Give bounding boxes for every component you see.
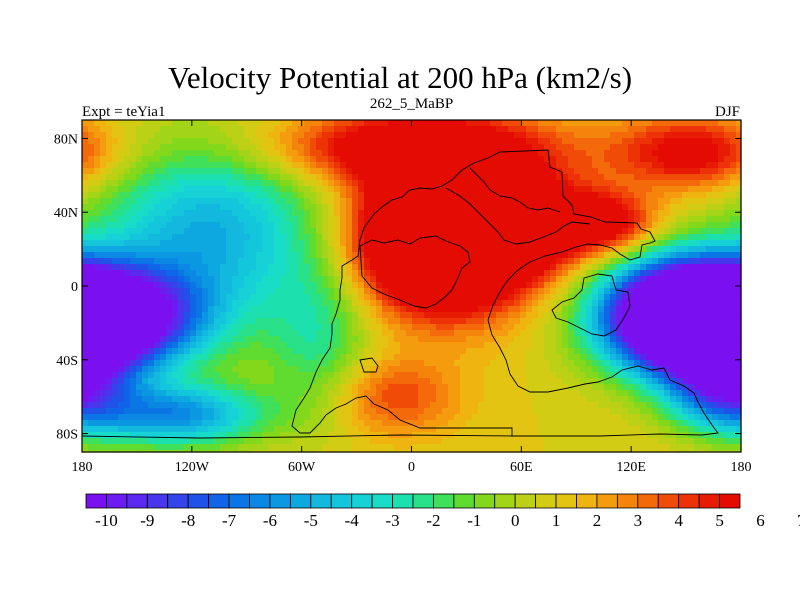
colorbar-box — [228, 493, 250, 509]
colorbar-box — [698, 493, 720, 509]
colorbar-label: 3 — [634, 511, 643, 530]
colorbar-box — [596, 493, 618, 509]
x-tick-label: 180 — [731, 460, 752, 475]
colorbar-label: -3 — [385, 511, 399, 530]
x-tick-label: 120E — [616, 460, 646, 475]
x-tick-label: 60E — [510, 460, 533, 475]
colorbar-box — [616, 493, 639, 509]
colorbar-box — [514, 493, 537, 509]
x-tick-label: 0 — [408, 460, 415, 475]
y-tick-label: 40N — [54, 206, 78, 221]
colorbar-box — [657, 493, 680, 509]
colorbar-box — [576, 493, 598, 509]
colorbar-label: -7 — [222, 511, 237, 530]
y-tick-label: 80N — [54, 132, 78, 147]
colorbar-label: -6 — [263, 511, 277, 530]
coastline-small-island — [359, 357, 379, 373]
colorbar-label: 5 — [715, 511, 724, 530]
colorbar-label: -9 — [140, 511, 154, 530]
colorbar-box — [473, 493, 496, 509]
colorbar-box — [330, 493, 353, 509]
colorbar-label: -4 — [345, 511, 360, 530]
colorbar-box — [371, 493, 393, 509]
colorbar-box — [106, 493, 128, 509]
colorbar-box — [412, 493, 434, 509]
coastline-inner-africa-america — [359, 235, 471, 309]
season-label: DJF — [714, 104, 740, 120]
colorbar-box — [208, 493, 230, 509]
colorbar-box — [392, 493, 414, 509]
colorbar-box — [433, 493, 455, 509]
contour-field — [82, 120, 742, 453]
colorbar-box — [555, 493, 577, 509]
chart-title: Velocity Potential at 200 hPa (km2/s) — [167, 60, 633, 95]
coastline-inner-north — [469, 167, 561, 213]
colorbar-label: -8 — [181, 511, 195, 530]
coastline-australia-block — [551, 273, 631, 337]
continent-outlines — [81, 149, 719, 439]
colorbar-box — [535, 493, 557, 509]
x-tick-label: 120W — [175, 460, 210, 475]
y-tick-label: 40S — [56, 354, 78, 369]
coastline-supercontinent — [291, 149, 719, 437]
colorbar-label: 1 — [552, 511, 561, 530]
colorbar-box — [494, 493, 516, 509]
y-tick-label: 0 — [71, 280, 78, 295]
colorbar-label: -2 — [426, 511, 440, 530]
colorbar-box — [289, 493, 312, 509]
x-tick-label: 60W — [288, 460, 316, 475]
colorbar-label: 4 — [674, 511, 683, 530]
colorbar-box — [167, 493, 189, 509]
colorbar-box — [637, 493, 659, 509]
chart-subtitle: 262_5_MaBP — [369, 96, 454, 112]
colorbar-label: 6 — [756, 511, 765, 530]
colorbar-box — [719, 493, 741, 509]
y-tick-label: 80S — [56, 428, 78, 443]
colorbar-label: -1 — [467, 511, 481, 530]
colorbar-box — [249, 493, 271, 509]
colorbar-label: -5 — [304, 511, 318, 530]
x-tick-label: 180 — [72, 460, 93, 475]
colorbar-box — [126, 493, 148, 509]
experiment-label: Expt = teYia1 — [82, 104, 166, 120]
colorbar-box — [351, 493, 373, 509]
colorbar-box — [187, 493, 210, 509]
colorbar-label: 7 — [797, 511, 800, 530]
colorbar: -10-9-8-7-6-5-4-3-2-1012345678910 — [85, 493, 800, 530]
coastline-south-polar — [81, 434, 513, 439]
colorbar-box — [85, 493, 107, 509]
axes: 180 120W 60W 0 60E 120E 180 80N 40N 0 40S 80S — [54, 119, 752, 475]
colorbar-label: -10 — [95, 511, 118, 530]
colorbar-box — [269, 493, 291, 509]
colorbar-box — [678, 493, 700, 509]
colorbar-box — [310, 493, 332, 509]
colorbar-box — [146, 493, 169, 509]
coastline-inner-asia — [445, 187, 591, 245]
colorbar-box — [453, 493, 475, 509]
colorbar-label: 2 — [593, 511, 602, 530]
colorbar-label: 0 — [511, 511, 520, 530]
